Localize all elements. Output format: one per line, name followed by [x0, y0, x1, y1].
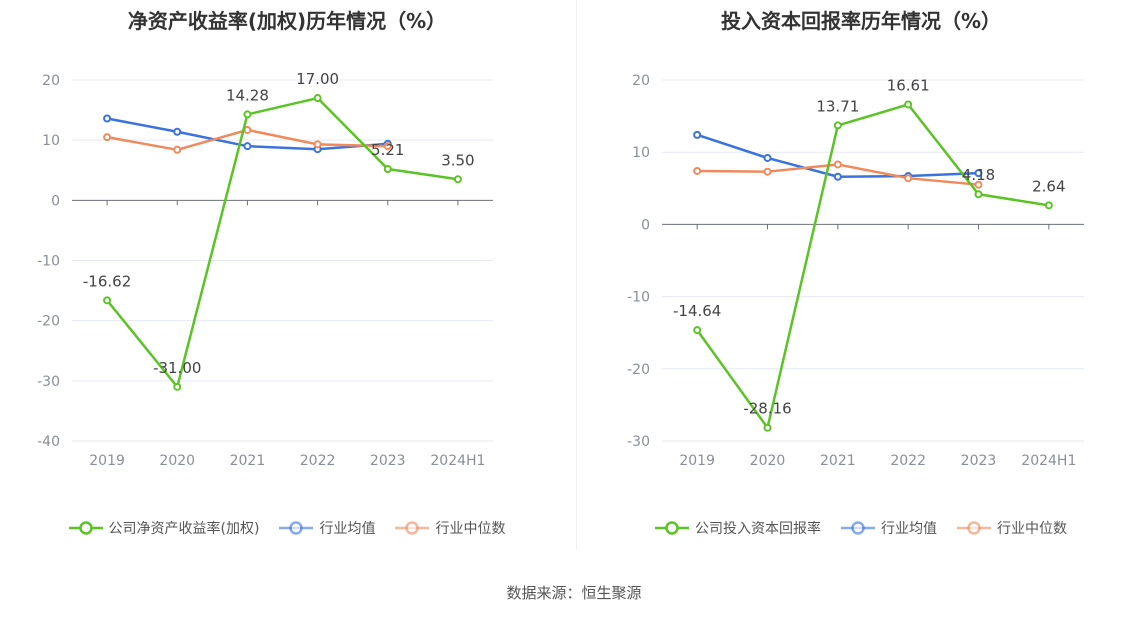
x-tick-label: 2022	[300, 453, 336, 469]
data-label: -16.62	[83, 272, 131, 290]
y-tick-label: -30	[627, 434, 650, 450]
x-tick-label: 2021	[820, 453, 856, 469]
x-tick-label: 2024H1	[1021, 453, 1076, 469]
data-label: 14.28	[226, 86, 269, 104]
data-point	[383, 164, 392, 173]
data-label: 17.00	[296, 70, 339, 88]
y-tick-label: -20	[37, 314, 60, 330]
divider	[576, 0, 577, 550]
legend-swatch-icon	[279, 521, 314, 535]
data-point	[243, 125, 252, 134]
y-tick-label: -10	[627, 290, 650, 306]
legend-item[interactable]: 行业均值	[841, 518, 937, 538]
data-label: 5.21	[371, 141, 404, 159]
y-tick-label: -10	[37, 254, 60, 270]
legend-label: 行业中位数	[435, 521, 506, 537]
data-point	[763, 423, 772, 432]
data-point	[763, 153, 772, 162]
y-tick-label: 0	[51, 193, 60, 209]
data-point	[103, 133, 112, 142]
series-line	[696, 103, 1050, 429]
x-tick-label: 2023	[961, 453, 997, 469]
series-line	[106, 96, 459, 389]
y-tick-label: -20	[627, 362, 650, 378]
chart-title: 投入资本回报率历年情况（%）	[720, 9, 1002, 33]
data-point	[693, 166, 702, 175]
data-point	[833, 160, 842, 169]
data-point	[243, 110, 252, 119]
data-point	[763, 167, 772, 176]
legend-label: 公司净资产收益率(加权)	[108, 521, 260, 537]
legend-item[interactable]: 行业中位数	[395, 518, 505, 538]
data-point	[974, 180, 983, 189]
data-point	[693, 130, 702, 139]
legend-label: 行业均值	[881, 521, 937, 537]
chart-plot-roe: 20 10 0 -10 -20 -30 -40 2019 2020 2021 2022 2023 202…	[37, 70, 493, 469]
legend-item[interactable]: 行业中位数	[957, 518, 1067, 538]
data-point	[833, 172, 842, 181]
legend-swatch-icon	[957, 521, 991, 535]
x-tick-label: 2024H1	[430, 453, 485, 469]
legend-label: 行业均值	[319, 521, 376, 537]
data-point	[173, 127, 182, 136]
chart-title: 净资产收益率(加权)历年情况（%）	[127, 9, 447, 33]
data-point	[974, 169, 983, 178]
y-tick-label: 0	[641, 217, 650, 233]
chart-plot-roic: 20 10 0 -10 -20 -30 2019 2020 2021 2022 2023 2024H1…	[627, 73, 1084, 469]
legend-swatch-icon	[655, 521, 689, 535]
data-point	[243, 142, 252, 151]
y-tick-label: -40	[37, 434, 60, 450]
data-label: 16.61	[887, 76, 930, 94]
x-tick-label: 2019	[89, 453, 125, 469]
legend-swatch-icon	[68, 521, 103, 535]
data-point	[103, 114, 112, 123]
data-point	[453, 175, 462, 184]
data-label: 2.64	[1032, 177, 1065, 195]
data-point	[313, 140, 322, 149]
data-point	[904, 174, 913, 183]
data-point	[1044, 201, 1053, 210]
y-tick-label: 20	[42, 73, 60, 89]
data-point	[173, 145, 182, 154]
data-point	[833, 121, 842, 130]
legend: 公司投入资本回报率 行业均值 行业中位数	[574, 518, 1148, 538]
legend-item[interactable]: 公司投入资本回报率	[655, 518, 821, 538]
data-point	[383, 142, 392, 151]
data-source-note: 数据来源：恒生聚源	[506, 584, 642, 602]
x-tick-label: 2021	[230, 453, 266, 469]
data-label: 3.50	[441, 151, 474, 169]
legend-label: 公司投入资本回报率	[695, 521, 821, 537]
x-tick-label: 2023	[370, 453, 406, 469]
legend-swatch-icon	[841, 521, 875, 535]
legend-item[interactable]: 行业均值	[279, 518, 375, 538]
x-tick-label: 2020	[159, 453, 195, 469]
x-tick-label: 2022	[890, 453, 926, 469]
data-label: -14.64	[673, 302, 721, 320]
chart-roe: 净资产收益率(加权)历年情况（%） 20 10 0 -10 -20 -30 -40 2019 2…	[0, 0, 574, 560]
y-tick-label: 20	[632, 73, 650, 89]
data-point	[693, 326, 702, 335]
data-point	[313, 94, 322, 103]
data-point	[904, 100, 913, 109]
legend-item[interactable]: 公司净资产收益率(加权)	[68, 518, 260, 538]
legend: 公司净资产收益率(加权) 行业均值 行业中位数	[0, 518, 574, 538]
chart-roic: 投入资本回报率历年情况（%） 20 10 0 -10 -20 -30 2019 2020 202…	[574, 0, 1148, 560]
data-point	[974, 190, 983, 199]
y-tick-label: -30	[37, 374, 60, 390]
data-label: 13.71	[816, 97, 859, 115]
data-point	[103, 296, 112, 305]
data-label: -28.16	[743, 400, 791, 418]
y-tick-label: 10	[632, 145, 650, 161]
data-label: -31.00	[153, 359, 201, 377]
data-label: 4.18	[962, 166, 995, 184]
x-tick-label: 2020	[750, 453, 786, 469]
x-tick-label: 2019	[679, 453, 715, 469]
data-point	[173, 382, 182, 391]
y-tick-label: 10	[42, 133, 60, 149]
legend-swatch-icon	[395, 521, 430, 535]
legend-label: 行业中位数	[997, 521, 1067, 537]
